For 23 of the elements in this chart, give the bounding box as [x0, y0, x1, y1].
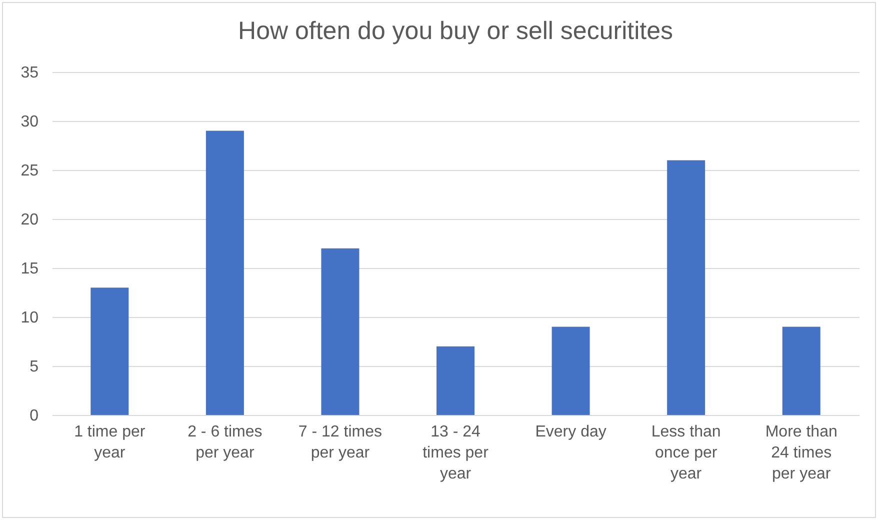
y-tick-label: 15	[20, 260, 39, 278]
bar	[436, 346, 474, 415]
y-tick-label: 5	[30, 358, 39, 376]
x-tick-label: 13 - 24 times per year	[422, 424, 490, 482]
x-tick-label: More than 24 times per year	[765, 424, 838, 482]
bar	[782, 326, 820, 415]
bar	[552, 326, 590, 415]
bar	[90, 288, 129, 415]
x-tick-label: 1 time per year	[74, 424, 146, 462]
chart-title: How often do you buy or sell securitites	[238, 17, 673, 45]
bar	[206, 130, 244, 415]
bar	[667, 160, 706, 415]
y-tick-label: 10	[20, 310, 39, 326]
x-tick-label: Every day	[535, 424, 606, 440]
x-tick-label: 7 - 12 times per year	[298, 424, 382, 462]
y-tick-label: 0	[30, 408, 39, 424]
y-tick-label: 35	[20, 64, 39, 82]
y-tick-label: 25	[20, 162, 39, 180]
x-tick-label: 2 - 6 times per year	[188, 424, 262, 462]
bar	[321, 248, 360, 415]
y-tick-label: 20	[20, 212, 39, 228]
y-tick-label: 30	[20, 114, 39, 130]
x-tick-label: Less than once per year	[651, 424, 721, 482]
